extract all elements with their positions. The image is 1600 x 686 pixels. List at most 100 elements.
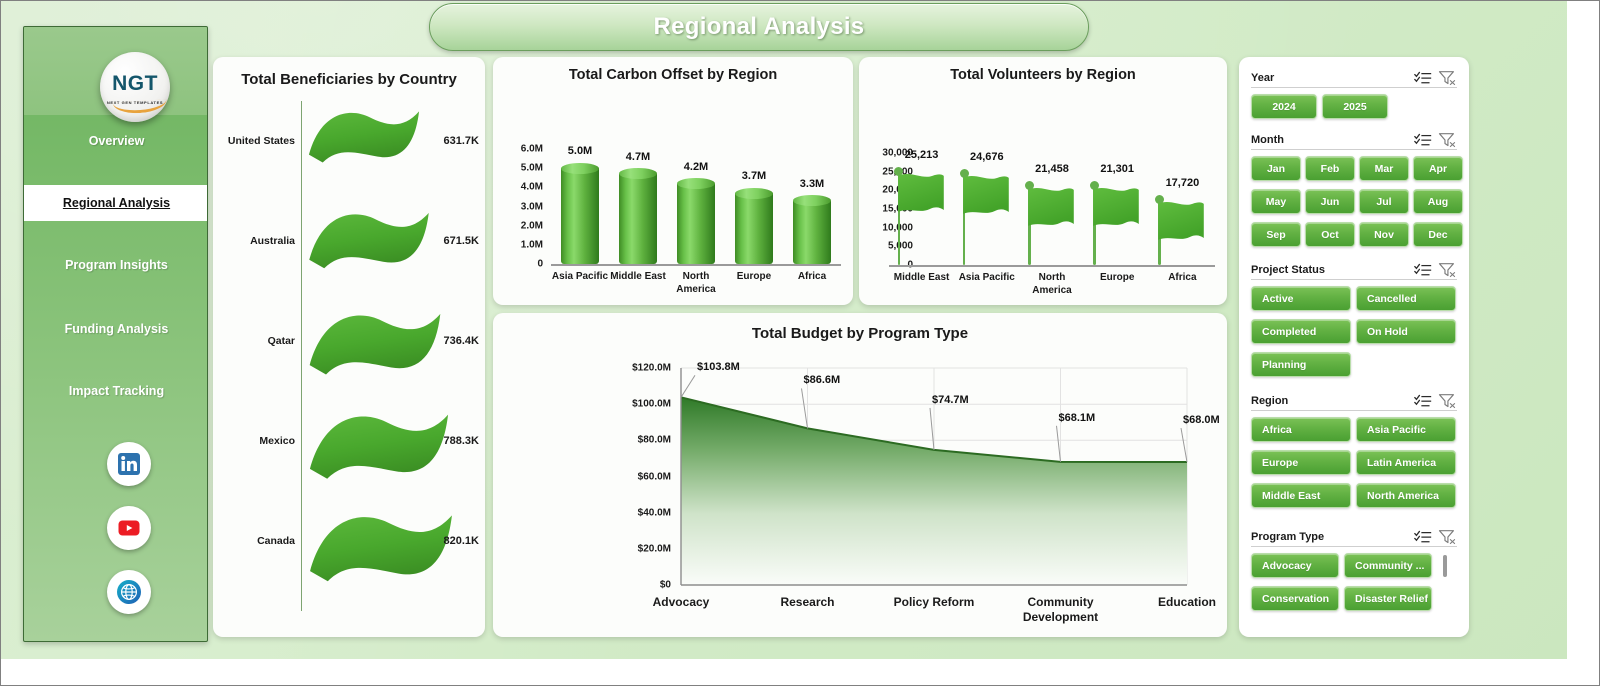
social-website[interactable] — [107, 570, 151, 614]
sidebar-item-regional-analysis[interactable]: Regional Analysis — [24, 185, 207, 221]
volunteers-flag[interactable] — [962, 175, 1010, 236]
flag-icon — [308, 111, 420, 163]
carbon-bar-cap — [619, 168, 657, 180]
filter-chip-program-type[interactable]: Advocacy — [1251, 553, 1339, 578]
filter-header-year: Year — [1251, 65, 1457, 91]
filter-chip-year[interactable]: 2024 — [1251, 94, 1317, 119]
sidebar-item-impact-tracking[interactable]: Impact Tracking — [24, 373, 207, 409]
carbon-bar[interactable] — [735, 187, 773, 264]
filter-chip-month[interactable]: Mar — [1359, 156, 1409, 181]
card-title-carbon: Total Carbon Offset by Region — [568, 67, 778, 83]
carbon-bar-cap — [735, 187, 773, 199]
filter-chip-project-status[interactable]: Completed — [1251, 319, 1351, 344]
flag-icon — [309, 313, 441, 375]
clear-filter-button-region[interactable] — [1438, 393, 1457, 409]
filter-chip-month[interactable]: Jan — [1251, 156, 1301, 181]
sidebar-item-overview[interactable]: Overview — [24, 123, 207, 159]
carbon-bar[interactable] — [793, 195, 831, 264]
carbon-bar[interactable] — [677, 178, 715, 264]
carbon-value-label: 5.0M — [567, 145, 593, 158]
card-title-beneficiaries: Total Beneficiaries by Country — [241, 71, 457, 88]
beneficiary-country-label: Qatar — [267, 335, 295, 347]
carbon-x-tick: North America — [676, 271, 716, 295]
filter-chip-month[interactable]: Feb — [1305, 156, 1355, 181]
funnel-clear-icon — [1438, 133, 1456, 148]
select-all-button-region[interactable] — [1414, 394, 1432, 409]
filter-chip-region[interactable]: Africa — [1251, 417, 1351, 442]
clear-filter-button-year[interactable] — [1438, 70, 1457, 86]
filter-chip-program-type[interactable]: Disaster Relief — [1344, 586, 1432, 611]
filter-chip-project-status[interactable]: Cancelled — [1356, 286, 1456, 311]
page-title: Regional Analysis — [653, 13, 865, 40]
clear-filter-button-month[interactable] — [1438, 132, 1457, 148]
filter-chip-region[interactable]: Middle East — [1251, 483, 1351, 508]
flag-banner-icon — [1028, 187, 1074, 226]
filter-panel: Year 2024 2025 Month Jan Feb Mar Apr May Jun Jul Au… — [1239, 57, 1469, 637]
social-linkedin[interactable] — [107, 442, 151, 486]
carbon-plot-area: 6.0M 5.0M 4.0M 3.0M 2.0M 1.0M 0 5.0M Asia Pacifi… — [493, 57, 853, 305]
filter-chip-program-type[interactable]: Community ... — [1344, 553, 1432, 578]
beneficiary-value-label: 631.7K — [443, 135, 479, 147]
filter-chip-month[interactable]: Sep — [1251, 222, 1301, 247]
sidebar-item-label: Funding Analysis — [64, 322, 169, 336]
filter-chip-month[interactable]: Dec — [1413, 222, 1463, 247]
sidebar-item-label: Regional Analysis — [62, 196, 171, 210]
filter-title-project-status: Project Status — [1251, 264, 1325, 276]
clear-filter-button-project-status[interactable] — [1438, 262, 1457, 278]
filter-chip-region[interactable]: Asia Pacific — [1356, 417, 1456, 442]
volunteers-flag[interactable] — [897, 173, 945, 234]
filter-chip-month[interactable]: Oct — [1305, 222, 1355, 247]
sidebar-item-funding-analysis[interactable]: Funding Analysis — [24, 311, 207, 347]
carbon-bar-cap — [793, 195, 831, 207]
budget-y-tick: $80.0M — [637, 434, 671, 446]
filter-chip-region[interactable]: Latin America — [1356, 450, 1456, 475]
beneficiary-country-label: Mexico — [259, 435, 295, 447]
sidebar-item-program-insights[interactable]: Program Insights — [24, 247, 207, 283]
filter-chip-month[interactable]: Nov — [1359, 222, 1409, 247]
select-all-button-month[interactable] — [1414, 133, 1432, 148]
budget-x-tick: Community Development — [1022, 595, 1099, 624]
carbon-y-tick: 1.0M — [520, 239, 543, 251]
filter-chip-month[interactable]: May — [1251, 189, 1301, 214]
beneficiary-row: Canada 820.1K — [213, 497, 485, 597]
beneficiary-value-label: 788.3K — [443, 435, 479, 447]
filter-rule-year — [1251, 87, 1457, 88]
filter-chip-month[interactable]: Jun — [1305, 189, 1355, 214]
filter-chip-year[interactable]: 2025 — [1322, 94, 1388, 119]
volunteers-flag[interactable] — [1092, 187, 1140, 248]
filter-title-program-type: Program Type — [1251, 531, 1325, 543]
filter-chip-project-status[interactable]: Active — [1251, 286, 1351, 311]
social-youtube[interactable] — [107, 506, 151, 550]
carbon-y-tick: 4.0M — [520, 181, 543, 193]
carbon-bar[interactable] — [561, 162, 599, 264]
beneficiary-value-label: 820.1K — [443, 535, 479, 547]
select-all-button-project-status[interactable] — [1414, 263, 1432, 278]
budget-x-tick: Advocacy — [652, 595, 710, 609]
filter-chip-region[interactable]: North America — [1356, 483, 1456, 508]
volunteers-flag[interactable] — [1157, 201, 1205, 262]
filter-chip-month[interactable]: Apr — [1413, 156, 1463, 181]
filter-chip-program-type[interactable]: Conservation — [1251, 586, 1339, 611]
volunteers-value-label: 21,458 — [1035, 162, 1069, 175]
budget-value-label: $68.0M — [1183, 414, 1220, 427]
volunteers-y-tick: 5,000 — [887, 240, 913, 252]
select-all-button-year[interactable] — [1414, 71, 1432, 86]
volunteers-baseline — [889, 265, 1215, 267]
volunteers-flag[interactable] — [1027, 187, 1075, 248]
filter-chip-project-status[interactable]: Planning — [1251, 352, 1351, 377]
filter-chip-month[interactable]: Aug — [1413, 189, 1463, 214]
beneficiary-flag — [305, 499, 457, 600]
filter-chip-region[interactable]: Europe — [1251, 450, 1351, 475]
clear-filter-button-program-type[interactable] — [1438, 529, 1457, 545]
website-globe-icon — [117, 580, 141, 604]
volunteers-x-tick: Africa — [1168, 272, 1197, 283]
carbon-x-tick: Middle East — [610, 271, 666, 282]
funnel-clear-icon — [1438, 263, 1456, 278]
budget-y-tick: $60.0M — [637, 471, 671, 482]
select-all-button-program-type[interactable] — [1414, 530, 1432, 545]
budget-value-label: $74.7M — [932, 393, 969, 406]
program-type-scrollbar-thumb[interactable] — [1443, 555, 1447, 577]
filter-chip-month[interactable]: Jul — [1359, 189, 1409, 214]
filter-chip-project-status[interactable]: On Hold — [1356, 319, 1456, 344]
carbon-bar[interactable] — [619, 168, 657, 264]
